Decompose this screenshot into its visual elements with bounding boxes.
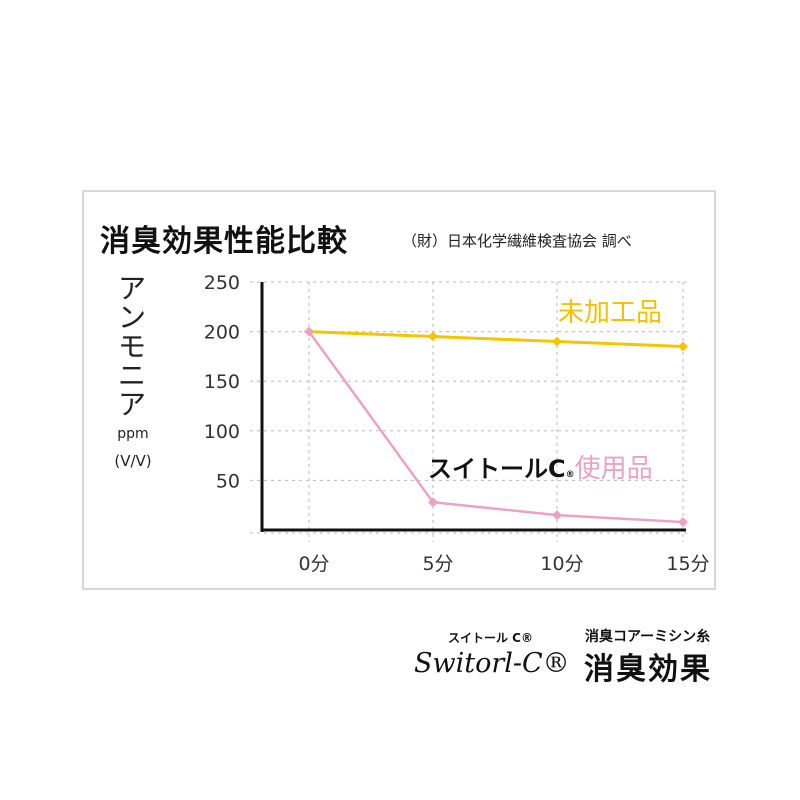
brand-logo: Switorl-C® (414, 648, 570, 679)
brand-name: スイトールC (428, 455, 566, 483)
y-tick-label: 100 (204, 421, 240, 443)
registered-mark: ® (565, 470, 575, 480)
y-tick-label: 150 (204, 371, 240, 393)
product-title: 消臭効果 (584, 652, 712, 687)
y-tick-label: 200 (204, 322, 240, 344)
x-tick-label: 0分 (298, 553, 329, 575)
data-point-untreated (428, 331, 438, 342)
series-line-treated (307, 330, 684, 524)
data-point-treated (304, 326, 314, 337)
brand-kana: スイトール C® (448, 631, 533, 645)
chart-source: （財）日本化学繊維検査協会 調べ (402, 232, 632, 250)
product-subtitle: 消臭コアーミシン糸 (585, 629, 711, 645)
y-tick-label: 250 (204, 272, 240, 294)
y-axis-unit-ratio: (V/V) (114, 452, 152, 470)
data-point-untreated (552, 336, 562, 347)
series-label-used: 使用品 (574, 454, 653, 484)
series-label-treated: スイトールC®使用品 (428, 448, 653, 485)
y-axis-unit: ppm (117, 426, 149, 442)
data-point-treated (428, 497, 438, 508)
series-line-untreated (308, 330, 684, 348)
x-tick-label: 10分 (540, 553, 583, 575)
y-axis-label: アンモニア (117, 272, 146, 421)
data-point-treated (678, 517, 688, 528)
y-tick-label: 50 (216, 470, 240, 492)
chart-title: 消臭効果性能比較 (100, 224, 348, 259)
data-point-treated (552, 510, 562, 521)
data-point-untreated (678, 341, 688, 352)
series-label-untreated: 未加工品 (558, 298, 663, 328)
x-tick-label: 5分 (422, 553, 453, 575)
chart-frame (82, 190, 716, 590)
x-tick-label: 15分 (666, 553, 709, 575)
